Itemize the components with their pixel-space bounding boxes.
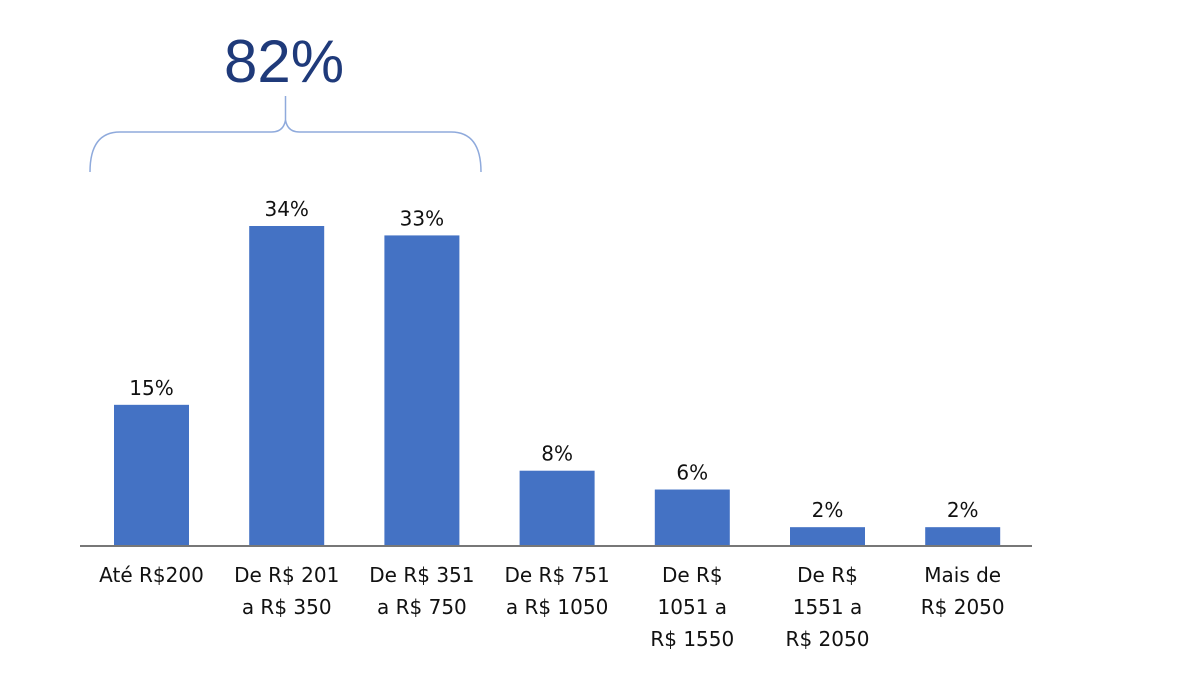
tick-label-5: De R$ 1551 a R$ 2050: [786, 563, 870, 651]
tick-label-line: a R$ 1050: [506, 595, 609, 619]
tick-label-line: R$ 2050: [786, 627, 870, 651]
annotation-brace: [89, 96, 482, 173]
tick-label-0: Até R$200: [99, 563, 204, 587]
data-label-3: 8%: [541, 442, 573, 466]
bar-1: [249, 226, 325, 546]
bar-2: [384, 235, 460, 547]
tick-label-4: De R$ 1051 a R$ 1550: [650, 563, 734, 651]
tick-label-1: De R$ 201 a R$ 350: [234, 563, 339, 619]
tick-label-line: a R$ 350: [242, 595, 332, 619]
data-label-2: 33%: [400, 206, 444, 230]
tick-label-2: De R$ 351 a R$ 750: [369, 563, 474, 619]
tick-label-line: R$ 1550: [650, 627, 734, 651]
data-label-5: 2%: [812, 498, 844, 522]
tick-label-line: 1051 a: [658, 595, 728, 619]
tick-label-line: Mais de: [924, 563, 1001, 587]
tick-label-line: R$ 2050: [921, 595, 1005, 619]
bar-5: [790, 527, 865, 546]
bar-6: [925, 527, 1001, 546]
tick-label-line: De R$ 751: [504, 563, 609, 587]
tick-label-line: De R$ 351: [369, 563, 474, 587]
data-label-4: 6%: [676, 461, 708, 485]
tick-label-line: De R$: [662, 563, 723, 587]
tick-labels-group: Até R$200 De R$ 201 a R$ 350 De R$ 351 a R$ …: [99, 563, 1004, 651]
tick-label-6: Mais de R$ 2050: [921, 563, 1005, 619]
data-label-0: 15%: [129, 376, 173, 400]
annotation-value: 82%: [224, 28, 344, 95]
bar-0: [114, 404, 189, 546]
tick-label-3: De R$ 751 a R$ 1050: [504, 563, 609, 619]
data-label-6: 2%: [947, 498, 979, 522]
data-labels-group: 15% 34% 33% 8% 6% 2% 2%: [129, 197, 978, 522]
tick-label-line: De R$ 201: [234, 563, 339, 587]
tick-label-line: 1551 a: [793, 595, 863, 619]
bars-group: [114, 226, 1001, 547]
tick-label-line: Até R$200: [99, 563, 204, 587]
bar-3: [519, 470, 595, 546]
bar-4: [654, 489, 730, 546]
tick-label-line: De R$: [797, 563, 858, 587]
tick-label-line: a R$ 750: [377, 595, 467, 619]
data-label-1: 34%: [264, 197, 308, 221]
